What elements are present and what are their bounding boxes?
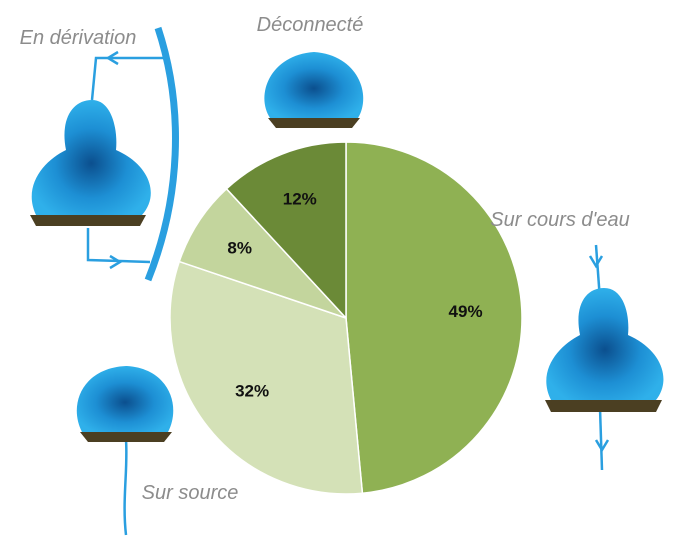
disconnected-icon (264, 52, 364, 128)
category-label: En dérivation (20, 27, 137, 49)
diversion-icon (30, 26, 179, 282)
value-label: 49% (449, 302, 483, 321)
pie-slice (169, 260, 364, 495)
value-label: 8% (227, 239, 252, 258)
stream-icon (545, 244, 664, 471)
pie: 49% 32% 8% 12% (169, 141, 523, 495)
spring-icon (76, 366, 174, 536)
category-label: Sur source (142, 482, 239, 504)
category-label: Sur cours d'eau (490, 209, 629, 231)
value-label: 32% (235, 382, 269, 401)
pie-slice (345, 141, 523, 495)
pie-slice (225, 141, 347, 320)
category-label: Déconnecté (257, 14, 364, 36)
value-label: 12% (283, 189, 317, 208)
